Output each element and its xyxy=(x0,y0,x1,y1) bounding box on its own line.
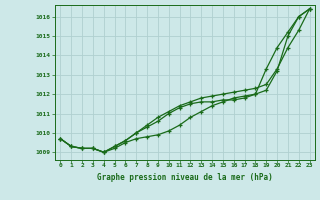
X-axis label: Graphe pression niveau de la mer (hPa): Graphe pression niveau de la mer (hPa) xyxy=(97,173,273,182)
